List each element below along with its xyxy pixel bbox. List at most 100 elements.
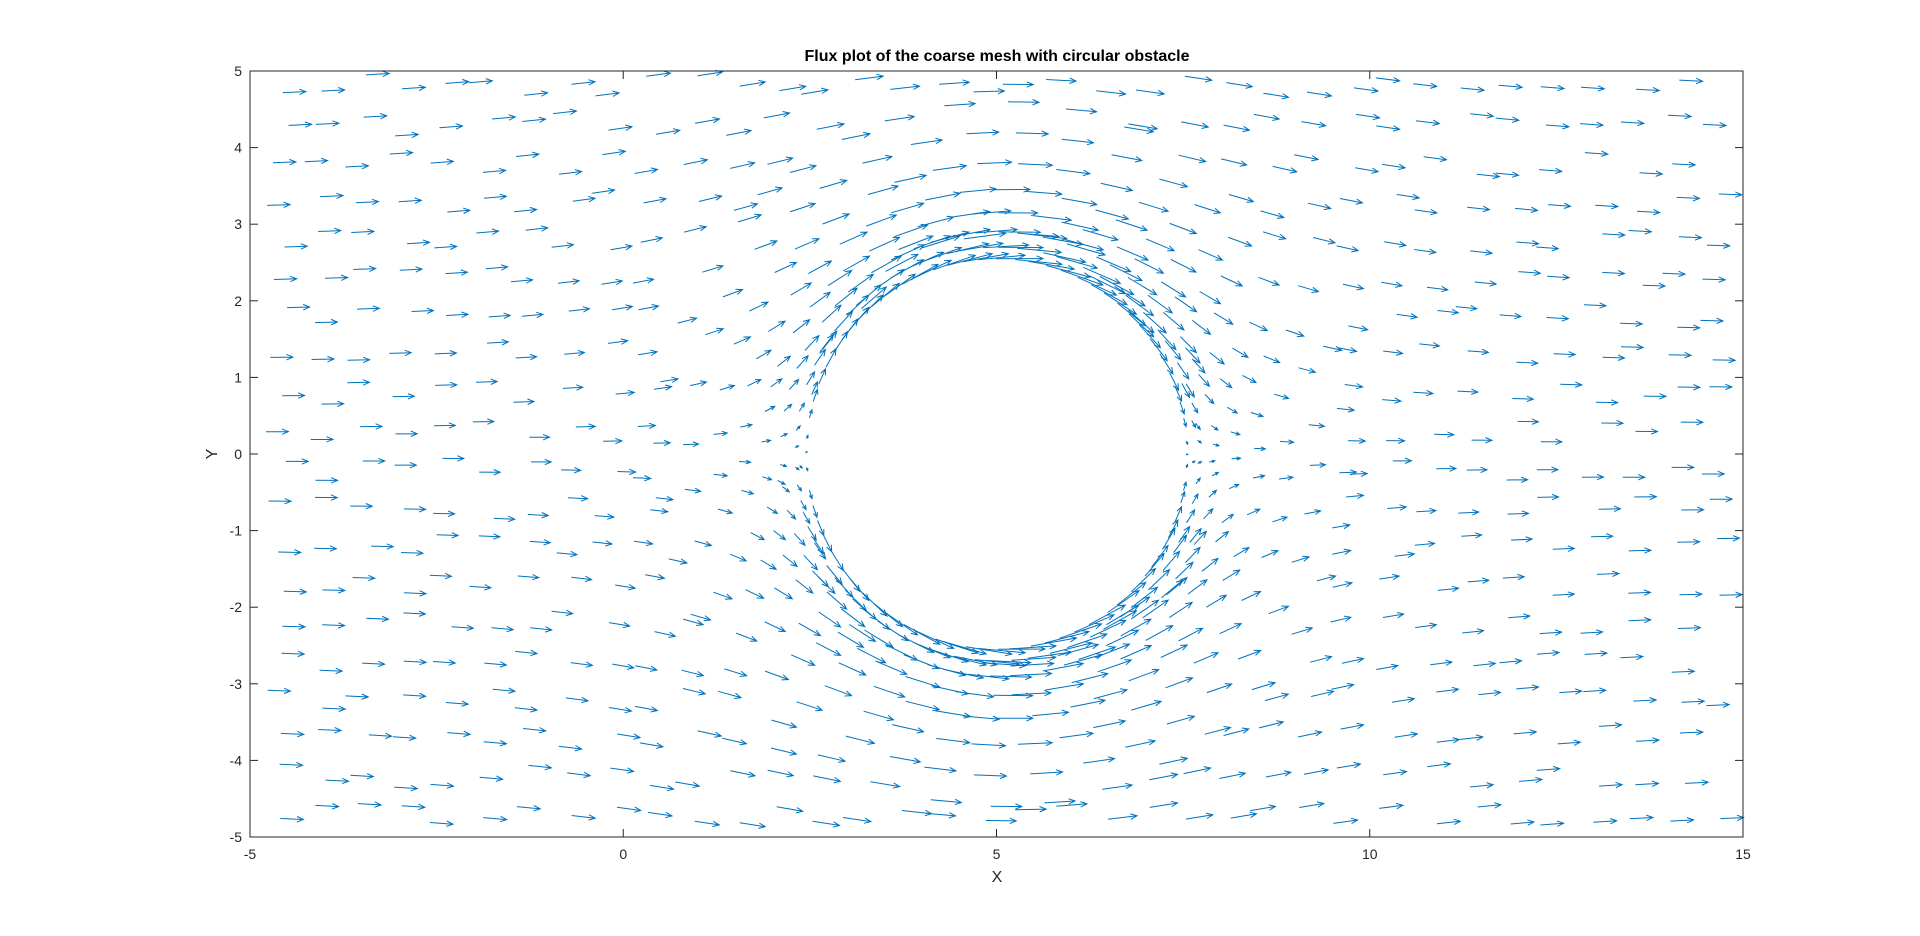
flux-arrow: [1602, 270, 1626, 277]
flux-arrow: [1209, 352, 1226, 365]
flux-arrow: [1056, 169, 1092, 177]
flux-arrow: [362, 660, 386, 668]
flux-arrow: [1537, 493, 1560, 501]
flux-arrow: [430, 782, 455, 789]
flux-arrow: [1222, 569, 1241, 582]
flux-arrow: [445, 269, 469, 276]
flux-arrow: [793, 533, 806, 547]
flux-arrow: [279, 761, 304, 769]
flux-arrow: [805, 434, 809, 440]
flux-arrow: [1467, 205, 1491, 213]
flux-arrow: [476, 228, 500, 235]
flux-arrow: [389, 349, 413, 357]
flux-arrow: [1536, 649, 1561, 657]
flux-arrow: [690, 613, 712, 622]
flux-arrow: [717, 508, 734, 515]
flux-arrow: [353, 265, 377, 273]
flux-arrow: [1213, 312, 1234, 325]
flux-arrow: [1116, 246, 1150, 261]
flux-arrow: [610, 244, 634, 251]
flux-arrow: [1297, 730, 1323, 738]
flux-arrow: [525, 225, 549, 232]
flux-arrow: [608, 706, 633, 714]
flux-arrow: [653, 439, 672, 446]
flux-arrow: [818, 367, 827, 385]
flux-arrow: [318, 727, 343, 734]
flux-arrow: [272, 158, 298, 166]
flux-arrow: [1061, 138, 1095, 146]
flux-arrow: [713, 430, 729, 437]
flux-arrow: [1545, 123, 1571, 130]
flux-arrow: [1015, 130, 1050, 137]
flux-arrow: [483, 740, 508, 747]
flux-arrow: [1125, 739, 1157, 748]
flux-arrow: [1111, 154, 1144, 163]
flux-arrow: [946, 242, 991, 255]
x-axis-label: X: [992, 869, 1003, 886]
flux-arrow: [1273, 393, 1290, 400]
flux-arrow: [1009, 643, 1058, 650]
flux-arrow: [1584, 650, 1609, 657]
flux-arrow: [649, 784, 675, 792]
flux-arrow: [730, 161, 756, 169]
flux-arrow: [773, 530, 787, 541]
flux-arrow: [1677, 324, 1701, 331]
flux-arrow: [816, 642, 842, 656]
flux-arrow: [530, 626, 553, 633]
flux-arrow: [1198, 374, 1211, 388]
flux-arrow: [1102, 782, 1134, 790]
flux-arrow: [1162, 312, 1185, 331]
flux-arrow: [764, 670, 790, 681]
flux-arrow: [1242, 374, 1258, 384]
flux-arrow: [1061, 221, 1100, 232]
flux-arrow: [484, 661, 508, 668]
flux-arrow: [930, 798, 963, 806]
flux-arrow: [1211, 471, 1220, 477]
flux-arrow: [1517, 418, 1540, 425]
flux-arrow: [1223, 727, 1251, 736]
flux-arrow: [1185, 546, 1201, 563]
flux-arrow: [1383, 349, 1404, 356]
flux-arrow: [389, 149, 414, 157]
flux-arrow: [1333, 817, 1359, 825]
flux-arrow: [267, 687, 292, 695]
flux-arrow: [944, 100, 977, 108]
flux-arrow: [800, 500, 807, 511]
flux-arrow: [998, 209, 1039, 217]
flux-arrow: [1194, 204, 1222, 214]
flux-arrow: [1507, 510, 1530, 517]
flux-arrow: [1015, 259, 1064, 267]
flux-arrow: [403, 506, 427, 513]
flux-arrow: [849, 624, 877, 643]
flux-arrow: [1183, 766, 1212, 775]
flux-arrow: [1253, 446, 1267, 452]
flux-arrow: [1149, 338, 1168, 362]
flux-arrow: [1581, 473, 1605, 481]
flux-arrow: [741, 489, 755, 495]
flux-arrow: [643, 196, 668, 204]
flux-arrow: [798, 622, 822, 637]
flux-arrow: [1285, 329, 1306, 338]
flux-arrow: [1027, 649, 1073, 659]
flux-arrow: [1263, 355, 1281, 364]
flux-arrow: [954, 655, 999, 667]
flux-arrow: [558, 745, 583, 752]
flux-arrow: [1304, 509, 1322, 515]
flux-arrow: [1261, 550, 1280, 558]
flux-arrow: [347, 379, 371, 386]
flux-arrow: [1559, 688, 1583, 695]
flux-arrow: [1169, 372, 1180, 392]
flux-arrow: [808, 490, 813, 500]
flux-arrow: [698, 194, 723, 202]
x-tick-label: 15: [1735, 846, 1751, 862]
flux-arrow: [615, 389, 636, 397]
flux-arrow: [1232, 347, 1250, 358]
flux-arrow: [515, 353, 538, 361]
flux-arrow: [1082, 229, 1120, 242]
flux-arrow: [760, 559, 778, 570]
flux-arrow: [429, 572, 453, 580]
flux-arrow: [282, 88, 308, 96]
flux-arrow: [402, 84, 427, 91]
flux-arrow: [1187, 579, 1209, 595]
flux-arrow: [634, 705, 659, 713]
